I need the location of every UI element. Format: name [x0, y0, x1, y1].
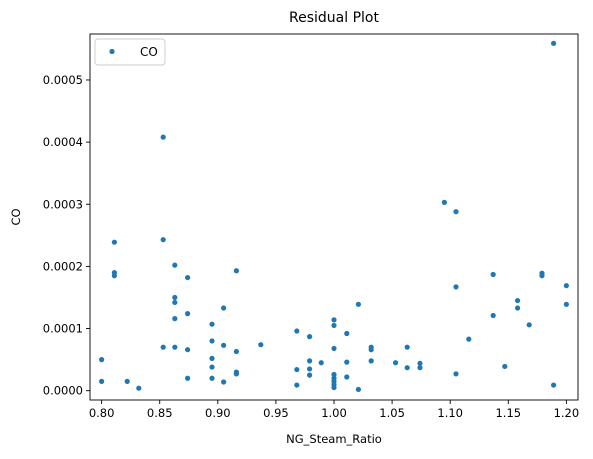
data-point-52 — [355, 386, 361, 393]
data-point-35 — [307, 334, 313, 340]
chart-title: Residual Plot — [289, 10, 379, 26]
data-points — [99, 40, 569, 393]
y-tick-label-3: 0.0003 — [43, 197, 83, 211]
data-point-40 — [331, 317, 337, 323]
x-tick-label-8: 1.20 — [554, 406, 580, 420]
data-point-23 — [209, 375, 215, 381]
y-tick-label-5: 0.0005 — [43, 73, 83, 87]
data-point-4 — [111, 273, 117, 279]
data-point-1 — [99, 378, 105, 384]
data-point-64 — [453, 371, 459, 377]
legend-label-co: CO — [140, 45, 158, 59]
y-tick-label-0: 0.0000 — [43, 384, 83, 398]
data-point-32 — [294, 328, 300, 334]
x-tick-label-5: 1.05 — [379, 406, 405, 420]
data-point-17 — [185, 347, 191, 353]
data-point-60 — [417, 365, 423, 371]
x-tick-label-3: 0.95 — [263, 406, 289, 420]
data-point-75 — [551, 382, 557, 388]
data-point-67 — [490, 312, 496, 319]
data-point-66 — [490, 271, 496, 278]
data-point-63 — [453, 284, 459, 290]
x-axis-label: NG_Steam_Ratio — [286, 432, 382, 446]
x-tick-label-6: 1.10 — [437, 406, 463, 420]
data-point-9 — [160, 344, 166, 350]
data-point-31 — [258, 342, 264, 348]
data-point-70 — [514, 305, 521, 311]
data-point-12 — [172, 299, 178, 306]
y-tick-label-2: 0.0002 — [43, 259, 83, 273]
data-point-21 — [209, 355, 215, 361]
x-tick-label-4: 1.00 — [321, 406, 347, 420]
y-axis: 0.0000 0.0001 0.0002 0.0003 0.0004 0.0005 — [43, 73, 90, 398]
data-point-50 — [344, 374, 350, 380]
data-point-7 — [160, 134, 166, 140]
data-point-57 — [404, 344, 410, 350]
data-point-0 — [99, 357, 105, 363]
data-point-28 — [233, 348, 239, 355]
x-tick-label-1: 0.85 — [147, 406, 173, 420]
data-point-54 — [368, 347, 374, 353]
data-point-27 — [233, 268, 239, 274]
y-tick-label-1: 0.0001 — [43, 322, 83, 336]
data-point-2 — [111, 239, 117, 245]
plot-frame — [89, 33, 579, 401]
x-axis: 0.80 0.85 0.90 0.95 1.00 1.05 1.10 1.15 1.20 — [89, 400, 579, 420]
data-point-30 — [233, 371, 239, 377]
data-point-37 — [307, 366, 313, 372]
data-point-73 — [539, 273, 545, 279]
data-point-56 — [392, 360, 399, 366]
data-point-58 — [404, 365, 410, 371]
legend-marker — [109, 48, 115, 55]
data-point-18 — [185, 375, 191, 381]
data-point-61 — [441, 199, 447, 205]
data-point-62 — [453, 209, 459, 215]
data-point-42 — [331, 345, 337, 352]
data-point-47 — [331, 384, 337, 391]
data-point-22 — [209, 364, 215, 370]
data-point-43 — [331, 371, 337, 378]
data-point-10 — [172, 262, 178, 268]
data-point-16 — [185, 311, 191, 317]
data-point-76 — [563, 283, 569, 289]
plot-area — [90, 34, 578, 400]
data-point-74 — [551, 40, 557, 46]
x-tick-label-2: 0.90 — [205, 406, 231, 420]
data-point-14 — [172, 344, 178, 350]
data-point-55 — [368, 358, 374, 364]
data-point-49 — [344, 359, 350, 365]
data-point-69 — [514, 297, 521, 304]
data-point-36 — [307, 358, 313, 364]
data-point-77 — [563, 301, 569, 307]
data-point-20 — [209, 338, 215, 344]
x-tick-label-0: 0.80 — [89, 406, 115, 420]
data-point-8 — [160, 237, 166, 243]
y-tick-label-4: 0.0004 — [43, 135, 83, 149]
data-point-41 — [331, 322, 337, 329]
data-point-34 — [294, 382, 300, 388]
data-point-65 — [466, 336, 472, 342]
data-point-48 — [344, 330, 350, 337]
data-point-19 — [209, 321, 215, 327]
data-point-5 — [124, 378, 130, 384]
x-tick-label-7: 1.15 — [495, 406, 521, 420]
data-point-6 — [136, 385, 142, 391]
data-point-11 — [172, 294, 178, 301]
data-point-13 — [172, 316, 178, 322]
data-point-38 — [307, 372, 313, 378]
data-point-59 — [417, 360, 423, 366]
data-point-51 — [355, 301, 361, 307]
data-point-25 — [221, 342, 227, 348]
data-point-33 — [294, 366, 300, 373]
data-point-39 — [318, 360, 324, 366]
y-axis-label: CO — [9, 208, 23, 225]
data-point-15 — [185, 274, 191, 281]
data-point-24 — [221, 305, 227, 311]
legend-box — [94, 38, 166, 66]
data-point-71 — [526, 322, 532, 328]
data-point-26 — [221, 379, 227, 385]
data-point-68 — [502, 363, 508, 370]
legend: CO — [94, 38, 166, 66]
